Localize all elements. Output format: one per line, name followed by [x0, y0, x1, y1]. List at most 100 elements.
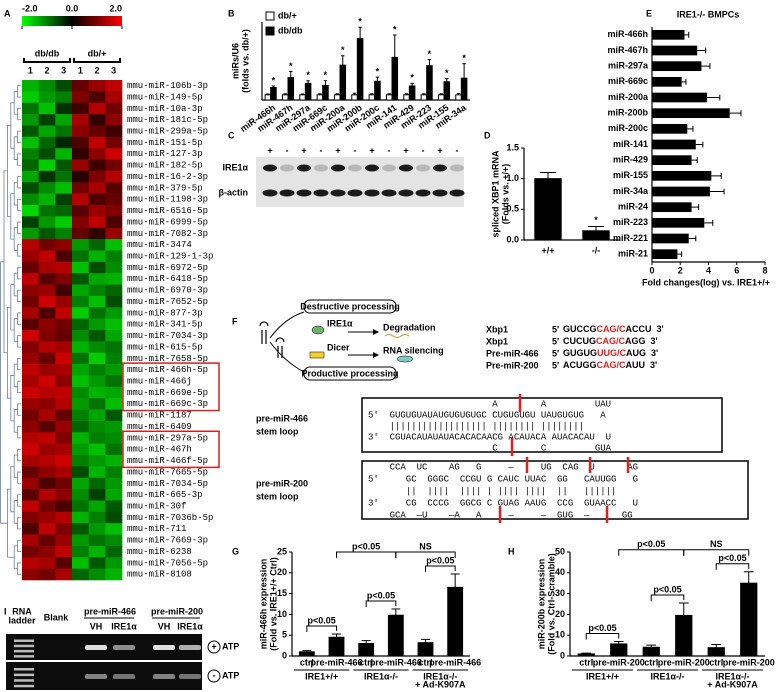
column-label: 3 — [61, 65, 66, 75]
significance: * — [445, 68, 449, 78]
y-axis-label: (Fold vs. IRE1+/+ Ctrl) — [268, 557, 278, 651]
y-tick-label: 0 — [560, 650, 565, 660]
heatmap-cell — [38, 205, 56, 217]
hairpin — [259, 321, 269, 344]
stem-loop-line: || |||| |||| | |||| |||| || |||||| — [368, 486, 616, 496]
column-label: 2 — [94, 65, 99, 75]
heatmap-cell — [72, 250, 89, 263]
heatmap-cell — [105, 273, 123, 285]
y-tick-label: 0.5 — [506, 204, 519, 214]
heatmap-cell — [72, 170, 89, 183]
heatmap-cell — [38, 148, 56, 160]
sequence-name: Pre-miR-200 — [486, 360, 539, 370]
blot-band — [416, 164, 430, 172]
heatmap-cell — [105, 227, 123, 240]
heatmap-cell — [105, 295, 123, 308]
sequence-part: CAG/C — [597, 324, 627, 334]
bar — [652, 45, 698, 56]
x-tick-label: ctrl — [579, 657, 593, 667]
heatmap-cell — [72, 114, 89, 126]
bar — [403, 94, 410, 101]
heatmap-cell — [105, 409, 123, 422]
row-label: mmu-miR-151-5p — [127, 138, 203, 148]
dendrogram — [10, 465, 15, 513]
heatmap-cell — [22, 182, 39, 194]
column-label: 1 — [28, 65, 33, 75]
stem-loop-line: A A UAU — [368, 399, 611, 409]
heatmap-cell — [38, 227, 56, 240]
heatmap-cell — [55, 398, 73, 410]
hairpin — [275, 337, 285, 358]
significance: p<0.05 — [653, 584, 681, 594]
error-bar — [323, 80, 328, 86]
bar — [460, 77, 468, 101]
heatmap-cell — [72, 420, 89, 433]
outcome-label: RNA silencing — [383, 345, 444, 355]
stem-loop-name: pre-miR-466 — [256, 413, 308, 423]
blot-band — [449, 189, 465, 197]
heatmap-cell — [38, 511, 56, 524]
heatmap-cell — [55, 102, 73, 115]
y-tick-label: 0 — [282, 650, 287, 660]
heatmap-cell — [72, 432, 89, 444]
heatmap-cell — [38, 534, 56, 547]
error-bar — [266, 93, 270, 95]
bar — [356, 38, 364, 101]
bar — [652, 76, 682, 87]
heatmap-cell — [55, 420, 73, 433]
dendrogram — [17, 539, 21, 552]
sequence: CUCUGCAG/CAGG 3' — [563, 336, 658, 346]
risc-icon — [396, 355, 414, 363]
error-bar — [540, 172, 556, 179]
dendrogram — [17, 358, 21, 371]
dendrogram — [17, 380, 21, 393]
row-label: mmu-miR-466h-5p — [127, 365, 208, 375]
sequence-part: UUG/C — [597, 348, 627, 358]
sequence-part: CAG/C — [596, 336, 626, 346]
blot-band — [279, 189, 295, 197]
heatmap-cell — [38, 443, 56, 456]
heatmap-cell — [88, 91, 106, 104]
heatmap-cell — [22, 136, 39, 149]
significance: p<0.05 — [718, 553, 746, 563]
error-bar — [711, 644, 722, 648]
row-label: mmu-miR-149-5p — [127, 92, 203, 102]
heatmap-cell — [88, 386, 106, 399]
heatmap-cell — [38, 466, 56, 479]
stem-loop-box — [361, 460, 749, 520]
heatmap-cell — [22, 250, 39, 263]
bar — [652, 233, 689, 244]
heatmap-cell — [72, 545, 89, 558]
heatmap-cell — [55, 466, 73, 479]
process-box — [303, 299, 397, 314]
group-label: db/+ — [88, 48, 107, 58]
heatmap-cell — [72, 500, 89, 513]
heatmap-cell — [38, 557, 56, 569]
heatmap-cell — [22, 409, 39, 422]
y-tick-label: miR-21 — [618, 249, 648, 259]
y-tick-label: 40 — [555, 567, 565, 577]
dendrogram — [17, 494, 21, 507]
y-axis-label: miR-200b expression — [536, 559, 546, 650]
error-bar — [361, 640, 371, 644]
dendrogram — [7, 125, 11, 217]
significance-bracket — [395, 551, 456, 559]
heatmap-cell — [55, 523, 73, 535]
heatmap-cell — [105, 318, 123, 331]
heatmap-cell — [22, 159, 39, 172]
group-bracket — [23, 58, 71, 63]
heatmap-cell — [72, 489, 89, 501]
row-label: mmu-miR-7652-5p — [127, 297, 208, 307]
heatmap-cell — [55, 273, 73, 285]
heatmap-cell — [72, 568, 89, 581]
blot-band — [331, 164, 345, 172]
dendrogram — [17, 176, 21, 189]
error-bar — [704, 219, 714, 226]
x-tick-label: pre-miR-466 — [310, 657, 362, 667]
stem-loop-line: 5' GC GGGC CCGU G CAUC UUAC GG CAUUGG G — [368, 474, 638, 484]
lane-sign: - — [286, 145, 289, 155]
heatmap-cell — [38, 477, 56, 490]
heatmap-cell — [55, 125, 73, 138]
y-tick-label: miR-297a — [608, 61, 649, 71]
heatmap-cell — [88, 295, 106, 308]
